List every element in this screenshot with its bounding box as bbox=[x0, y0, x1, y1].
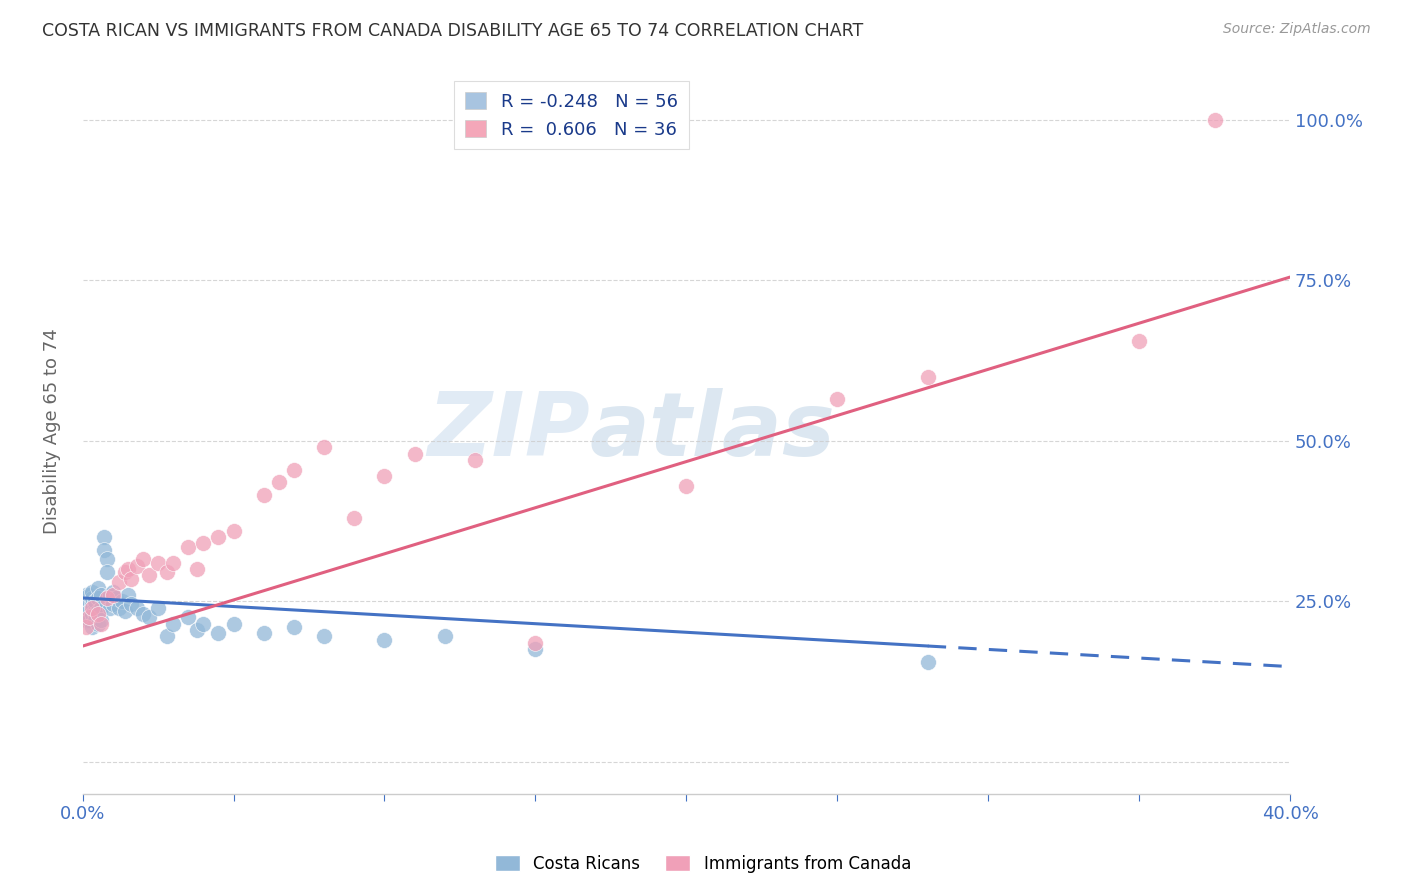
Point bbox=[93, 542, 115, 557]
Point bbox=[96, 591, 118, 605]
Point bbox=[524, 642, 547, 657]
Point bbox=[93, 530, 115, 544]
Point bbox=[87, 604, 110, 618]
Point bbox=[111, 594, 134, 608]
Point bbox=[125, 600, 148, 615]
Point bbox=[314, 440, 336, 454]
Point bbox=[75, 600, 97, 615]
Point bbox=[117, 588, 139, 602]
Point bbox=[283, 462, 305, 476]
Point bbox=[156, 630, 179, 644]
Point bbox=[162, 616, 184, 631]
Point bbox=[186, 562, 208, 576]
Point bbox=[433, 630, 456, 644]
Point bbox=[98, 600, 121, 615]
Point bbox=[373, 469, 395, 483]
Text: atlas: atlas bbox=[589, 388, 835, 475]
Point bbox=[108, 574, 131, 589]
Point bbox=[96, 566, 118, 580]
Point bbox=[83, 594, 105, 608]
Point bbox=[108, 600, 131, 615]
Point bbox=[524, 636, 547, 650]
Point bbox=[87, 582, 110, 596]
Point bbox=[1128, 334, 1150, 349]
Legend: Costa Ricans, Immigrants from Canada: Costa Ricans, Immigrants from Canada bbox=[488, 848, 918, 880]
Point bbox=[283, 620, 305, 634]
Point bbox=[193, 536, 215, 550]
Point bbox=[343, 510, 366, 524]
Point bbox=[77, 594, 100, 608]
Y-axis label: Disability Age 65 to 74: Disability Age 65 to 74 bbox=[44, 328, 60, 534]
Point bbox=[186, 623, 208, 637]
Text: COSTA RICAN VS IMMIGRANTS FROM CANADA DISABILITY AGE 65 TO 74 CORRELATION CHART: COSTA RICAN VS IMMIGRANTS FROM CANADA DI… bbox=[42, 22, 863, 40]
Point bbox=[87, 607, 110, 621]
Point bbox=[90, 614, 112, 628]
Point bbox=[80, 600, 103, 615]
Point bbox=[80, 584, 103, 599]
Point bbox=[114, 604, 136, 618]
Point bbox=[146, 600, 169, 615]
Point bbox=[101, 588, 124, 602]
Point bbox=[207, 530, 229, 544]
Point bbox=[253, 488, 276, 502]
Point bbox=[177, 540, 200, 554]
Point bbox=[1204, 112, 1226, 127]
Text: ZIP: ZIP bbox=[427, 388, 589, 475]
Point bbox=[125, 558, 148, 573]
Point bbox=[80, 620, 103, 634]
Point bbox=[75, 620, 97, 634]
Point bbox=[80, 607, 103, 621]
Point bbox=[404, 446, 426, 460]
Point bbox=[193, 616, 215, 631]
Point bbox=[146, 556, 169, 570]
Legend: R = -0.248   N = 56, R =  0.606   N = 36: R = -0.248 N = 56, R = 0.606 N = 36 bbox=[454, 81, 689, 150]
Point bbox=[90, 616, 112, 631]
Point bbox=[80, 598, 103, 612]
Point bbox=[96, 552, 118, 566]
Text: Source: ZipAtlas.com: Source: ZipAtlas.com bbox=[1223, 22, 1371, 37]
Point bbox=[75, 614, 97, 628]
Point bbox=[132, 552, 155, 566]
Point bbox=[132, 607, 155, 621]
Point bbox=[917, 369, 939, 384]
Point bbox=[464, 453, 486, 467]
Point bbox=[87, 591, 110, 605]
Point bbox=[83, 607, 105, 621]
Point bbox=[120, 572, 142, 586]
Point bbox=[104, 591, 127, 605]
Point bbox=[138, 568, 160, 582]
Point bbox=[156, 566, 179, 580]
Point bbox=[77, 588, 100, 602]
Point bbox=[207, 626, 229, 640]
Point bbox=[117, 562, 139, 576]
Point bbox=[77, 604, 100, 618]
Point bbox=[253, 626, 276, 640]
Point bbox=[101, 598, 124, 612]
Point bbox=[77, 610, 100, 624]
Point bbox=[222, 616, 245, 631]
Point bbox=[162, 556, 184, 570]
Point bbox=[825, 392, 848, 406]
Point bbox=[75, 588, 97, 602]
Point bbox=[80, 591, 103, 605]
Point bbox=[917, 655, 939, 669]
Point bbox=[75, 591, 97, 605]
Point bbox=[314, 630, 336, 644]
Point bbox=[90, 588, 112, 602]
Point bbox=[90, 600, 112, 615]
Point bbox=[138, 610, 160, 624]
Point bbox=[675, 478, 697, 492]
Point bbox=[83, 598, 105, 612]
Point bbox=[98, 588, 121, 602]
Point bbox=[177, 610, 200, 624]
Point bbox=[222, 524, 245, 538]
Point bbox=[87, 616, 110, 631]
Point bbox=[101, 584, 124, 599]
Point bbox=[267, 475, 290, 490]
Point bbox=[83, 614, 105, 628]
Point bbox=[373, 632, 395, 647]
Point bbox=[77, 614, 100, 628]
Point bbox=[114, 566, 136, 580]
Point bbox=[120, 598, 142, 612]
